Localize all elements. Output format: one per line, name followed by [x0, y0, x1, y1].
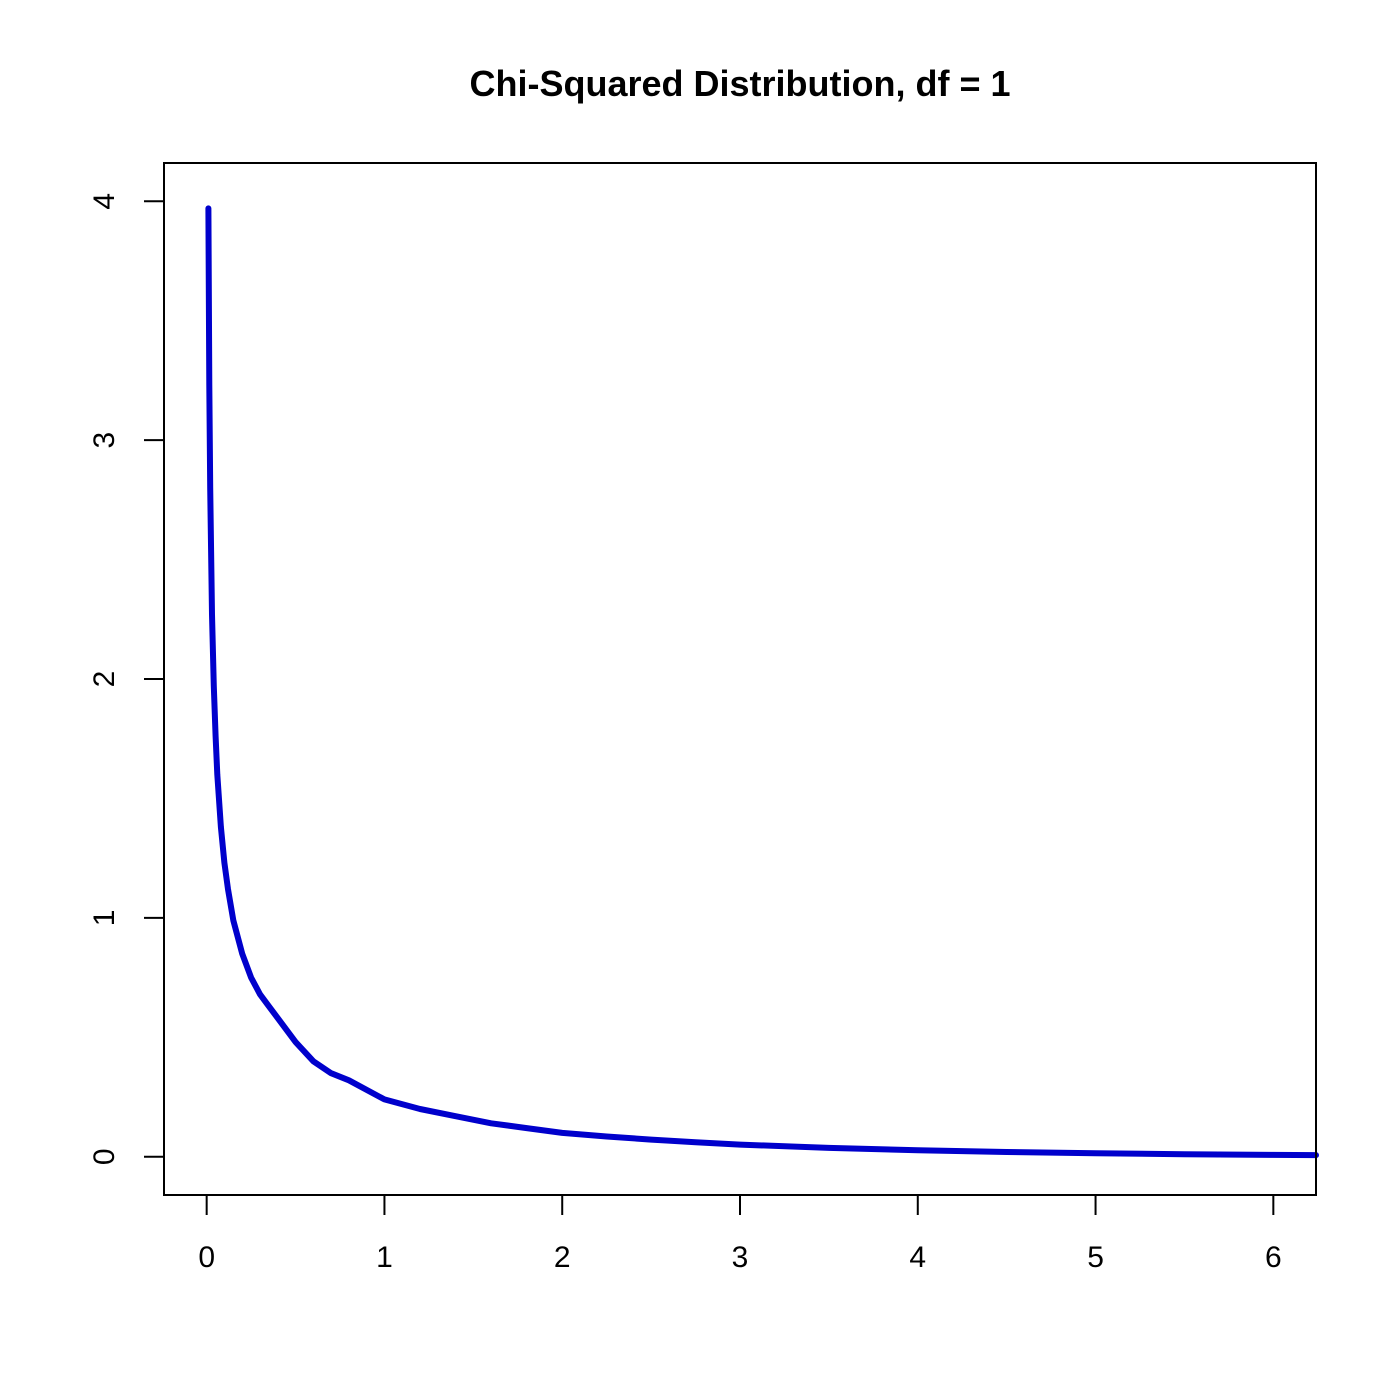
x-tick-label: 6 — [1265, 1241, 1282, 1274]
y-tick-label: 4 — [88, 193, 121, 210]
x-tick-label: 5 — [1087, 1241, 1104, 1274]
x-tick-label: 1 — [376, 1241, 393, 1274]
y-tick-label: 1 — [88, 910, 121, 927]
y-tick-label: 3 — [88, 432, 121, 449]
chart-title: Chi-Squared Distribution, df = 1 — [469, 63, 1010, 104]
y-tick-label: 2 — [88, 671, 121, 688]
y-tick-label: 0 — [88, 1148, 121, 1165]
y-axis: 0 1 2 3 4 — [88, 193, 164, 1165]
x-tick-label: 0 — [198, 1241, 215, 1274]
series-layer — [205, 205, 1319, 1159]
x-tick-label: 4 — [909, 1241, 926, 1274]
x-tick-label: 2 — [554, 1241, 571, 1274]
x-axis: 0 1 2 3 4 5 6 — [198, 1195, 1282, 1274]
plot-frame — [163, 162, 1317, 1196]
series-line — [205, 205, 1319, 1159]
x-tick-label: 3 — [732, 1241, 749, 1274]
